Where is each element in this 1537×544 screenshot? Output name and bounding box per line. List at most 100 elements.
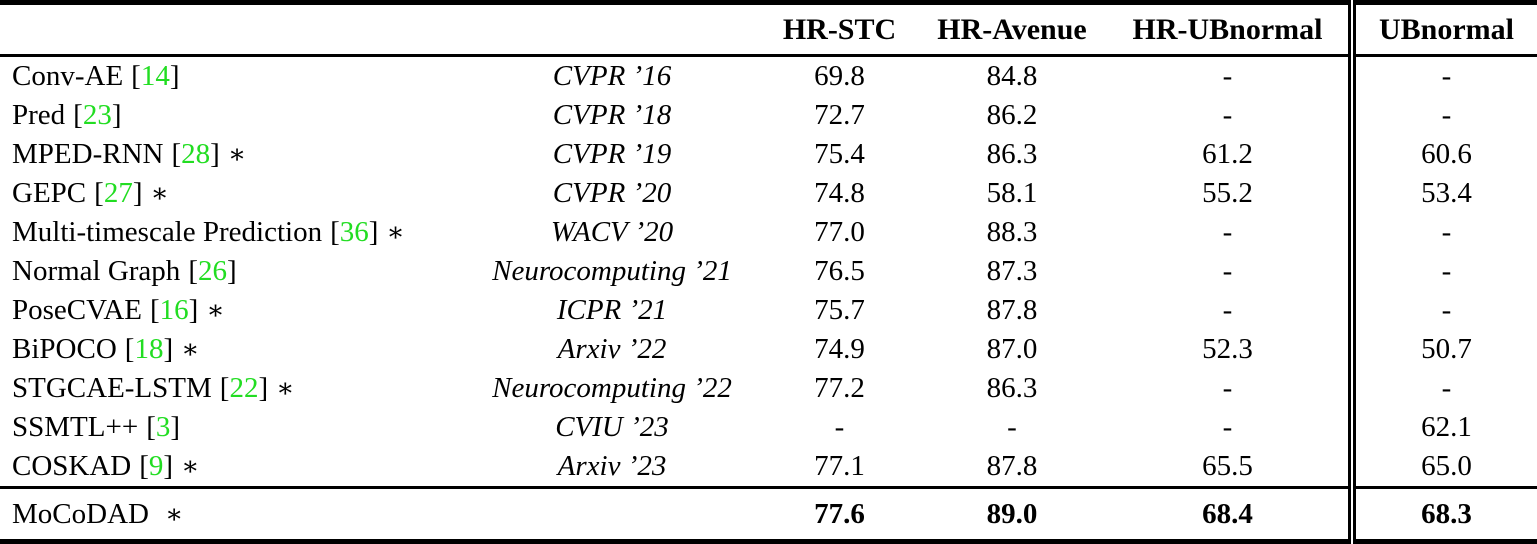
venue-cell [462,486,762,542]
cite-bracket-open: [ [124,333,135,365]
cite-bracket-close: ] [210,138,220,170]
hr-stc-value: 77.2 [814,372,865,404]
venue-cell: CVPR ’20 [552,177,672,209]
cite-bracket-open: [ [131,60,141,92]
hr-stc-value: 76.5 [814,255,865,287]
method-cell: Pred [23] [0,96,462,135]
cite-bracket-close: ] [368,216,379,248]
method-name: MPED-RNN [12,138,164,170]
header-method [0,2,462,57]
table-row-mocodad: MoCoDAD ∗ 77.6 89.0 68.4 68.3 [0,486,1537,542]
asterisk-mark: ∗ [150,178,169,208]
venue-cell: Neurocomputing ’22 [492,372,732,404]
table-row: SSMTL++ [3] CVIU ’23 - - - 62.1 [0,408,1537,447]
header-venue [462,2,762,57]
method-name: Conv-AE [12,60,124,92]
ubnormal-value: - [1348,291,1537,330]
asterisk-mark: ∗ [164,498,184,529]
ubnormal-value: - [1348,55,1537,96]
method-name: BiPOCO [12,333,117,365]
venue-cell: CVIU ’23 [555,411,669,443]
method-cell: Conv-AE [14] [0,56,462,97]
method-name: COSKAD [12,450,132,482]
hr-stc-value: 77.0 [814,216,865,248]
cite-bracket-open: [ [139,450,149,482]
method-cell: GEPC [27] ∗ [0,174,462,213]
header-row: HR-STC HR-Avenue HR-UBnormal UBnormal [0,2,1537,57]
ubnormal-value: 68.3 [1348,486,1537,542]
header-hr-avenue: HR-Avenue [917,2,1107,57]
citation-link[interactable]: 26 [197,255,227,287]
table-row: Normal Graph [26] Neurocomputing ’21 76.5… [0,252,1537,291]
venue-cell: Arxiv ’22 [557,333,667,365]
method-name: GEPC [12,177,87,209]
hr-ubnormal-value: 68.4 [1107,486,1352,542]
hr-ubnormal-value: - [1222,294,1233,326]
asterisk-mark: ∗ [386,217,405,247]
hr-ubnormal-value: - [1222,411,1233,443]
hr-ubnormal-value: - [1222,372,1233,404]
method-cell: SSMTL++ [3] [0,408,462,447]
citation-link[interactable]: 23 [82,99,112,131]
header-hr-stc: HR-STC [762,2,917,57]
hr-avenue-value: 84.8 [986,60,1038,92]
hr-avenue-value: 86.3 [986,372,1038,404]
citation-link[interactable]: 3 [155,411,171,443]
cite-bracket-close: ] [170,411,181,443]
citation-link[interactable]: 9 [148,450,164,482]
method-name: Pred [12,99,66,131]
hr-stc-value: 72.7 [814,99,865,131]
method-cell: BiPOCO [18] ∗ [0,330,462,369]
citation-link[interactable]: 18 [134,333,164,365]
hr-avenue-value: 88.3 [986,216,1038,248]
method-cell: STGCAE-LSTM [22] ∗ [0,369,462,408]
venue-cell: CVPR ’19 [552,138,672,170]
table-row: GEPC [27] ∗ CVPR ’20 74.8 58.1 55.2 53.4 [0,174,1537,213]
cite-bracket-open: [ [188,255,198,287]
cite-bracket-close: ] [169,60,180,92]
table-row: COSKAD [9] ∗ Arxiv ’23 77.1 87.8 65.5 65.0 [0,447,1537,488]
hr-ubnormal-value: 65.5 [1202,450,1253,482]
cite-bracket-close: ] [163,450,174,482]
method-cell: Multi-timescale Prediction [36] ∗ [0,213,462,252]
header-hr-ubnormal: HR-UBnormal [1107,2,1352,57]
citation-link[interactable]: 14 [140,60,170,92]
citation-link[interactable]: 22 [229,372,259,404]
hr-avenue-value: 58.1 [986,177,1038,209]
ubnormal-value: 60.6 [1348,135,1537,174]
hr-ubnormal-value: 61.2 [1202,138,1253,170]
venue-cell: WACV ’20 [550,216,674,248]
ubnormal-value: - [1348,369,1537,408]
asterisk-mark: ∗ [181,451,200,481]
hr-stc-value: 77.1 [814,450,865,482]
cite-bracket-open: [ [171,138,182,170]
citation-link[interactable]: 36 [339,216,369,248]
method-cell: Normal Graph [26] [0,252,462,291]
citation-link[interactable]: 28 [181,138,211,170]
hr-stc-value: - [834,411,845,443]
table-row: MPED-RNN [28] ∗ CVPR ’19 75.4 86.3 61.2 60… [0,135,1537,174]
table-row: STGCAE-LSTM [22] ∗ Neurocomputing ’22 77.2… [0,369,1537,408]
table-row: Conv-AE [14] CVPR ’16 69.8 84.8 - - [0,55,1537,97]
hr-ubnormal-value: 55.2 [1202,177,1253,209]
method-name: PoseCVAE [12,294,142,326]
hr-ubnormal-value: - [1222,99,1233,131]
method-cell: PoseCVAE [16] ∗ [0,291,462,330]
ubnormal-value: 65.0 [1348,447,1537,488]
method-cell: MPED-RNN [28] ∗ [0,135,462,174]
method-name: STGCAE-LSTM [12,372,212,404]
citation-link[interactable]: 16 [159,294,189,326]
citation-link[interactable]: 27 [103,177,133,209]
table-row: Multi-timescale Prediction [36] ∗ WACV ’20… [0,213,1537,252]
cite-bracket-open: [ [219,372,230,404]
header-ubnormal: UBnormal [1348,2,1537,57]
hr-avenue-value: - [1007,411,1017,443]
method-cell: COSKAD [9] ∗ [0,447,462,488]
ubnormal-value: - [1348,96,1537,135]
ubnormal-value: 53.4 [1348,174,1537,213]
hr-avenue-value: 87.0 [986,333,1038,365]
venue-cell: Arxiv ’23 [557,450,667,482]
method-name: Multi-timescale Prediction [12,216,323,248]
